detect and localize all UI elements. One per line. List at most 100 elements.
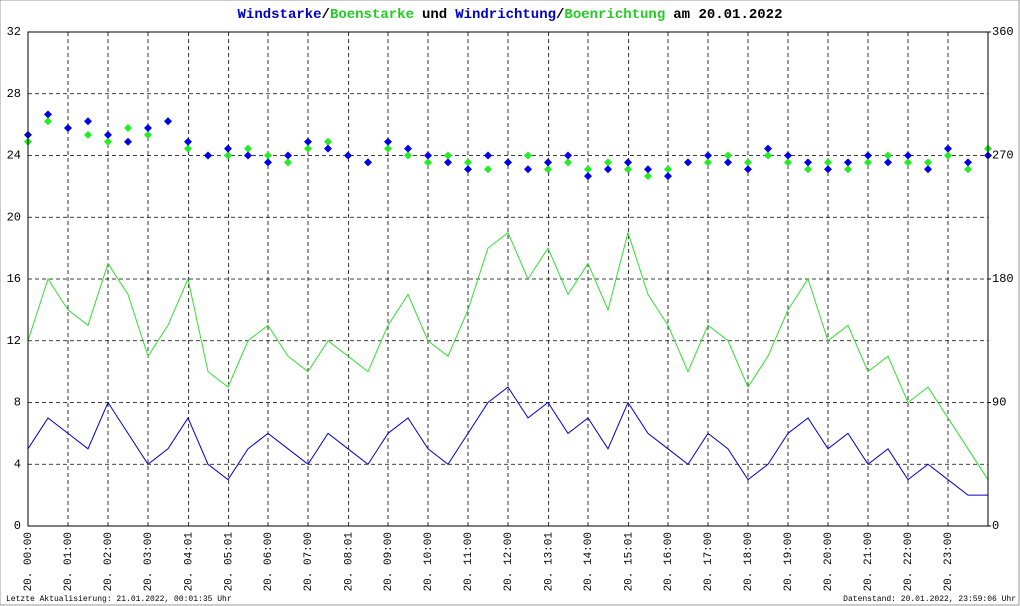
x-tick-label: 20. 12:00: [503, 532, 515, 591]
direction-point: [584, 172, 592, 181]
x-tick-label: 20. 17:00: [703, 532, 715, 591]
direction-point: [864, 151, 872, 160]
direction-point: [184, 137, 192, 146]
direction-point: [624, 165, 632, 174]
x-tick-label: 20. 02:00: [103, 532, 115, 591]
direction-point: [584, 165, 592, 174]
direction-point: [724, 158, 732, 167]
x-tick-label: 20. 11:00: [463, 532, 475, 591]
title-part: Windstarke: [238, 7, 322, 23]
chart-title: Windstarke/Boenstarke und Windrichtung/Boe…: [238, 7, 783, 23]
line-series: [27, 386, 988, 496]
footer-right: Datenstand: 20.01.2022, 23:59:06 Uhr: [843, 595, 1016, 604]
direction-point: [704, 158, 712, 167]
direction-point: [804, 165, 812, 174]
direction-point: [64, 124, 72, 133]
direction-point: [244, 144, 252, 153]
direction-point: [824, 158, 832, 167]
direction-point: [164, 117, 172, 126]
direction-point: [44, 110, 52, 119]
y2-tick-label: 180: [992, 272, 1014, 286]
y-tick-label: 20: [7, 210, 21, 224]
line-series: [27, 230, 989, 480]
direction-point: [944, 144, 952, 153]
direction-point: [744, 165, 752, 174]
x-tick-label: 20. 00:00: [23, 532, 35, 591]
direction-point: [144, 130, 152, 139]
direction-point: [604, 158, 612, 167]
x-tick-label: 20. 22:00: [903, 532, 915, 591]
direction-point: [404, 144, 412, 153]
direction-point: [864, 158, 872, 167]
x-tick-label: 20. 20:00: [823, 532, 835, 591]
direction-point: [484, 151, 492, 160]
direction-point: [324, 144, 332, 153]
direction-point: [364, 158, 372, 167]
y-tick-label: 16: [7, 272, 21, 286]
direction-point: [104, 130, 112, 139]
x-tick-label: 20. 14:00: [583, 532, 595, 591]
direction-point: [904, 158, 912, 167]
direction-point: [644, 165, 652, 174]
y-tick-label: 24: [7, 149, 21, 163]
direction-point: [884, 151, 892, 160]
title-part: Windrichtung: [455, 7, 556, 23]
direction-point: [724, 151, 732, 160]
direction-point: [444, 158, 452, 167]
direction-point: [424, 151, 432, 160]
direction-point: [564, 158, 572, 167]
x-tick-label: 20. 21:00: [863, 532, 875, 591]
x-tick-label: 20. 19:00: [783, 532, 795, 591]
direction-point: [304, 144, 312, 153]
x-tick-label: 20. 06:00: [263, 532, 275, 591]
direction-point: [664, 172, 672, 181]
direction-point: [384, 144, 392, 153]
direction-point: [284, 151, 292, 160]
direction-point: [824, 165, 832, 174]
x-tick-label: 20. 05:01: [224, 532, 236, 592]
direction-point: [224, 144, 232, 153]
direction-point: [924, 165, 932, 174]
direction-point: [144, 124, 152, 133]
direction-point: [964, 158, 972, 167]
direction-point: [944, 151, 952, 160]
direction-point: [784, 158, 792, 167]
direction-point: [624, 158, 632, 167]
direction-point: [524, 151, 532, 160]
direction-point: [564, 151, 572, 160]
title-part: /: [322, 7, 330, 23]
x-tick-label: 20. 13:01: [544, 532, 556, 592]
x-tick-label: 20. 18:00: [743, 532, 755, 591]
direction-point: [804, 158, 812, 167]
direction-point: [244, 151, 252, 160]
y2-tick-label: 90: [992, 396, 1006, 410]
y2-tick-label: 360: [992, 25, 1014, 39]
direction-point: [904, 151, 912, 160]
y-tick-label: 12: [7, 334, 21, 348]
y-tick-label: 28: [7, 87, 21, 101]
direction-point: [644, 172, 652, 181]
direction-point: [304, 137, 312, 146]
x-tick-label: 20. 07:00: [303, 532, 315, 591]
y-tick-label: 32: [7, 25, 21, 39]
direction-point: [124, 124, 132, 133]
direction-point: [404, 151, 412, 160]
y-tick-label: 0: [14, 519, 21, 533]
direction-point: [964, 165, 972, 174]
direction-point: [424, 158, 432, 167]
title-part: und: [422, 7, 447, 23]
footer-left: Letzte Aktualisierung: 21.01.2022, 00:01…: [6, 595, 232, 604]
direction-point: [124, 137, 132, 146]
title-part: /: [556, 7, 564, 23]
direction-point: [884, 158, 892, 167]
direction-point: [324, 137, 332, 146]
direction-point: [524, 165, 532, 174]
direction-point: [764, 144, 772, 153]
direction-point: [44, 117, 52, 126]
direction-point: [464, 165, 472, 174]
direction-point: [84, 130, 92, 139]
direction-point: [384, 137, 392, 146]
direction-point: [744, 158, 752, 167]
direction-point: [444, 151, 452, 160]
